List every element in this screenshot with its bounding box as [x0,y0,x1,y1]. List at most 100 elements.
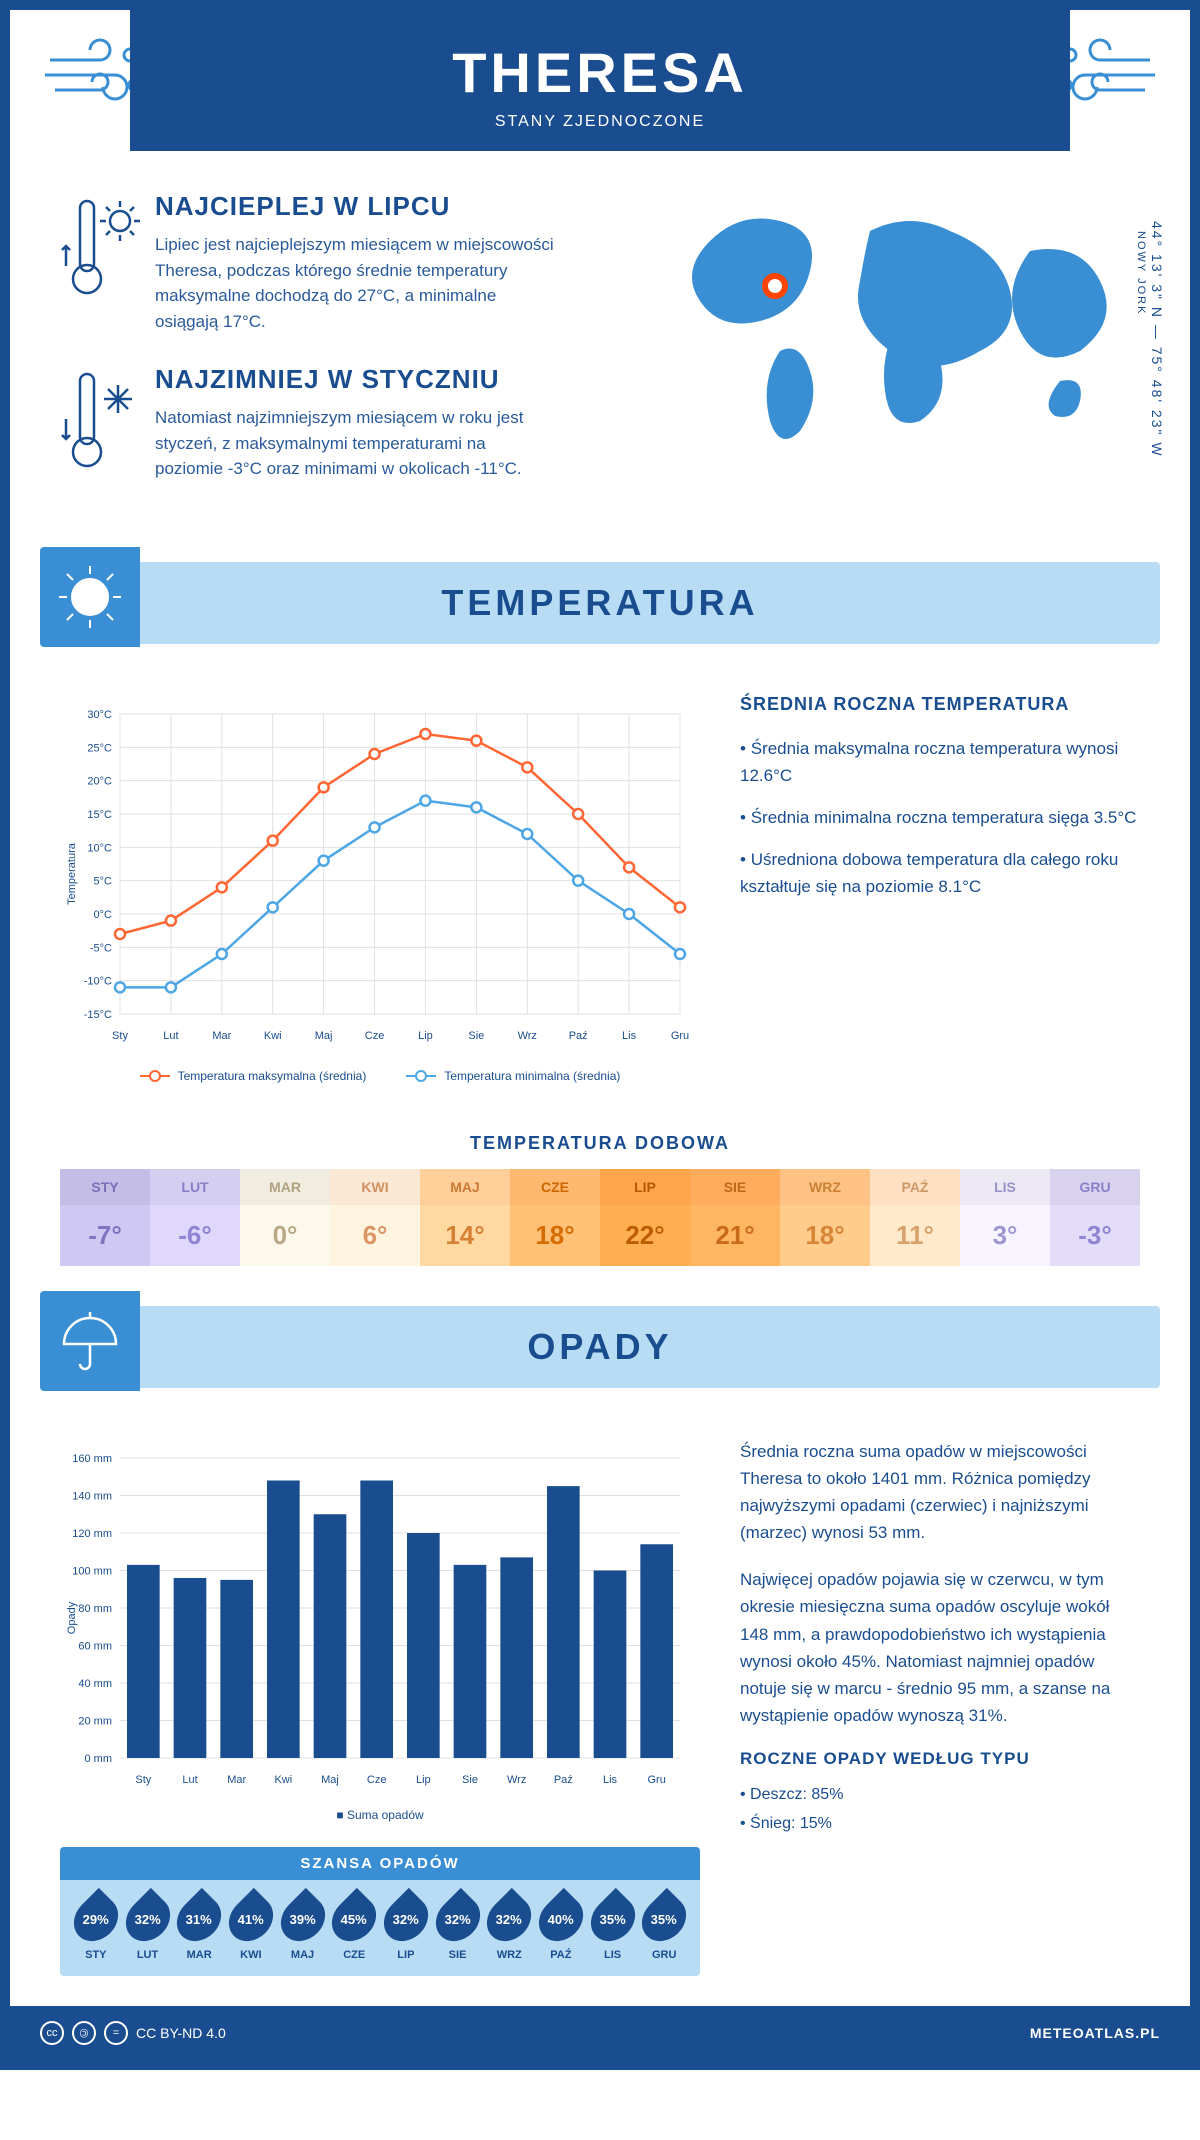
state-name: NOWY JORK [1135,231,1147,315]
intro-section: NAJCIEPLEJ W LIPCU Lipiec jest najcieple… [10,151,1190,542]
legend-min: Temperatura minimalna (średnia) [406,1069,620,1083]
temp-info-item: Średnia minimalna roczna temperatura się… [740,804,1140,831]
chance-drop: 32%SIE [432,1895,484,1961]
temp-cell: WRZ18° [780,1169,870,1266]
chance-drop: 32%LIP [380,1895,432,1961]
country-subtitle: STANY ZJEDNOCZONE [130,113,1070,131]
svg-text:0 mm: 0 mm [85,1753,113,1765]
svg-text:Maj: Maj [321,1774,339,1786]
chance-drop: 39%MAJ [277,1895,329,1961]
svg-text:Lis: Lis [603,1774,618,1786]
svg-text:Sie: Sie [462,1774,478,1786]
svg-text:160 mm: 160 mm [72,1453,112,1465]
chance-drop: 35%LIS [587,1895,639,1961]
infographic-page: THERESA STANY ZJEDNOCZONE [0,0,1200,2070]
chance-drop: 29%STY [70,1895,122,1961]
svg-text:Opady: Opady [66,1601,78,1634]
chance-title: SZANSA OPADÓW [60,1847,700,1880]
svg-text:20 mm: 20 mm [78,1715,112,1727]
svg-text:Mar: Mar [212,1030,231,1042]
precipitation-chance: SZANSA OPADÓW 29%STY32%LUT31%MAR41%KWI39… [60,1847,700,1976]
legend-max: Temperatura maksymalna (średnia) [140,1069,367,1083]
temp-cell: PAŹ11° [870,1169,960,1266]
map-area: 44° 13' 3" N — 75° 48' 23" W NOWY JORK [660,191,1140,512]
bar-legend: Suma opadów [60,1808,700,1822]
coords-value: 44° 13' 3" N — 75° 48' 23" W [1149,221,1165,458]
svg-text:10°C: 10°C [87,842,112,854]
svg-text:-15°C: -15°C [84,1009,112,1021]
chance-drop: 40%PAŹ [535,1895,587,1961]
svg-text:5°C: 5°C [94,875,113,887]
chance-drop: 32%WRZ [483,1895,535,1961]
svg-text:40 mm: 40 mm [78,1678,112,1690]
hottest-title: NAJCIEPLEJ W LIPCU [155,191,555,222]
daily-temp-title: TEMPERATURA DOBOWA [60,1133,1140,1154]
svg-text:Temperatura: Temperatura [66,842,78,905]
svg-text:0°C: 0°C [94,909,113,921]
hottest-text: Lipiec jest najcieplejszym miesiącem w m… [155,232,555,334]
coldest-title: NAJZIMNIEJ W STYCZNIU [155,364,555,395]
temp-cell: MAR0° [240,1169,330,1266]
cc-icon: cc [40,2021,64,2045]
page-header: THERESA STANY ZJEDNOCZONE [130,10,1070,151]
svg-text:-10°C: -10°C [84,975,112,987]
svg-text:Lip: Lip [416,1774,431,1786]
temp-cell: LUT-6° [150,1169,240,1266]
svg-text:25°C: 25°C [87,742,112,754]
temp-cell: GRU-3° [1050,1169,1140,1266]
temp-cell: LIP22° [600,1169,690,1266]
svg-text:Lut: Lut [163,1030,178,1042]
page-footer: cc 🄯 = CC BY-ND 4.0 METEOATLAS.PL [10,2006,1190,2060]
temperature-banner: TEMPERATURA [40,562,1160,644]
license-block: cc 🄯 = CC BY-ND 4.0 [40,2021,226,2045]
coordinates: 44° 13' 3" N — 75° 48' 23" W NOWY JORK [1133,221,1165,512]
site-name: METEOATLAS.PL [1030,2025,1160,2041]
temperature-title: TEMPERATURA [70,582,1130,624]
license-text: CC BY-ND 4.0 [136,2025,226,2041]
chance-drop: 31%MAR [173,1895,225,1961]
coldest-block: NAJZIMNIEJ W STYCZNIU Natomiast najzimni… [60,364,630,482]
temp-cell: SIE21° [690,1169,780,1266]
precip-type-item: Śnieg: 15% [740,1810,1140,1839]
svg-text:Sty: Sty [112,1030,128,1042]
svg-text:60 mm: 60 mm [78,1640,112,1652]
svg-text:140 mm: 140 mm [72,1490,112,1502]
temperature-info: ŚREDNIA ROCZNA TEMPERATURA Średnia maksy… [740,694,1140,1083]
svg-text:20°C: 20°C [87,775,112,787]
chance-drop: 35%GRU [638,1895,690,1961]
temp-info-title: ŚREDNIA ROCZNA TEMPERATURA [740,694,1140,715]
svg-text:Mar: Mar [227,1774,246,1786]
temp-cell: LIS3° [960,1169,1050,1266]
hottest-block: NAJCIEPLEJ W LIPCU Lipiec jest najcieple… [60,191,630,334]
chance-drop: 32%LUT [122,1895,174,1961]
svg-text:-5°C: -5°C [90,942,112,954]
svg-text:Paź: Paź [569,1030,588,1042]
thermometer-hot-icon [60,191,140,301]
precipitation-info: Średnia roczna suma opadów w miejscowośc… [740,1438,1140,1976]
svg-text:Sty: Sty [135,1774,151,1786]
svg-text:120 mm: 120 mm [72,1528,112,1540]
temp-cell: CZE18° [510,1169,600,1266]
chance-drop: 41%KWI [225,1895,277,1961]
umbrella-icon [40,1291,140,1391]
svg-text:Gru: Gru [671,1030,689,1042]
precipitation-title: OPADY [70,1326,1130,1368]
svg-text:Maj: Maj [315,1030,333,1042]
line-chart-svg: -15°C-10°C-5°C0°C5°C10°C15°C20°C25°C30°C… [60,694,700,1054]
svg-text:Wrz: Wrz [518,1030,537,1042]
precip-type-item: Deszcz: 85% [740,1781,1140,1810]
svg-text:Wrz: Wrz [507,1774,526,1786]
nd-icon: = [104,2021,128,2045]
svg-text:Cze: Cze [365,1030,385,1042]
chance-drop: 45%CZE [328,1895,380,1961]
by-icon: 🄯 [72,2021,96,2045]
svg-text:Kwi: Kwi [274,1774,292,1786]
daily-temperature: TEMPERATURA DOBOWA STY-7°LUT-6°MAR0°KWI6… [60,1133,1140,1266]
precipitation-banner: OPADY [40,1306,1160,1388]
temp-cell: STY-7° [60,1169,150,1266]
svg-text:80 mm: 80 mm [78,1603,112,1615]
sun-icon [40,547,140,647]
svg-text:Lut: Lut [182,1774,197,1786]
thermometer-cold-icon [60,364,140,474]
coldest-text: Natomiast najzimniejszym miesiącem w rok… [155,405,555,482]
